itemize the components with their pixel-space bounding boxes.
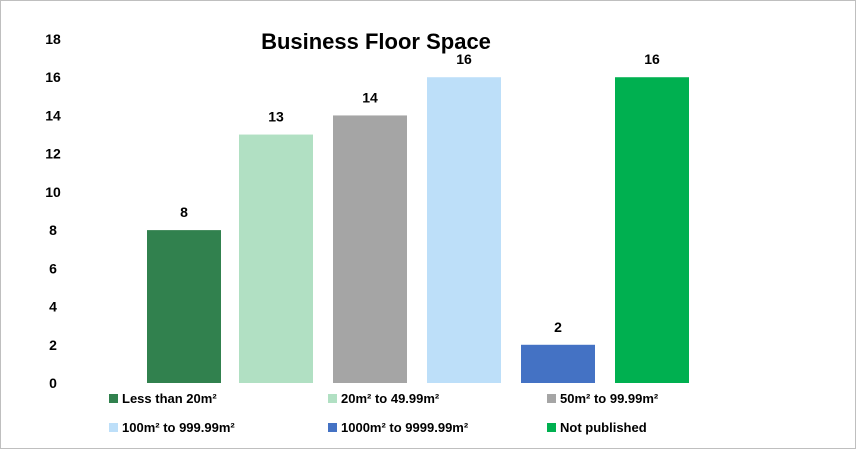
data-label: 2: [554, 319, 562, 335]
y-tick-label: 18: [45, 31, 61, 47]
legend-swatch: [328, 394, 337, 403]
legend-label: 20m² to 49.99m²: [341, 391, 440, 406]
legend-label: 1000m² to 9999.99m²: [341, 420, 469, 435]
y-tick-label: 10: [45, 184, 61, 200]
legend-swatch: [547, 394, 556, 403]
legend-label: Less than 20m²: [122, 391, 217, 406]
bar: [333, 115, 407, 383]
y-tick-label: 8: [49, 222, 57, 238]
legend-swatch: [109, 394, 118, 403]
legend-swatch: [547, 423, 556, 432]
bar: [239, 134, 313, 383]
y-tick-label: 2: [49, 337, 57, 353]
y-tick-label: 16: [45, 69, 61, 85]
bar: [521, 344, 595, 383]
y-tick-label: 6: [49, 260, 57, 276]
y-tick-label: 12: [45, 146, 61, 162]
data-label: 8: [180, 204, 188, 220]
y-tick-label: 0: [49, 375, 57, 391]
y-tick-label: 14: [45, 107, 61, 123]
data-label: 16: [644, 51, 660, 67]
bar: [615, 77, 689, 383]
data-label: 14: [362, 89, 378, 105]
bar: [427, 77, 501, 383]
chart-title: Business Floor Space: [261, 29, 491, 54]
y-tick-label: 4: [49, 299, 57, 315]
legend-swatch: [109, 423, 118, 432]
legend-label: 100m² to 999.99m²: [122, 420, 235, 435]
data-label: 16: [456, 51, 472, 67]
bar: [147, 230, 221, 383]
legend-swatch: [328, 423, 337, 432]
data-label: 13: [268, 109, 284, 125]
legend-label: 50m² to 99.99m²: [560, 391, 659, 406]
legend-label: Not published: [560, 420, 647, 435]
